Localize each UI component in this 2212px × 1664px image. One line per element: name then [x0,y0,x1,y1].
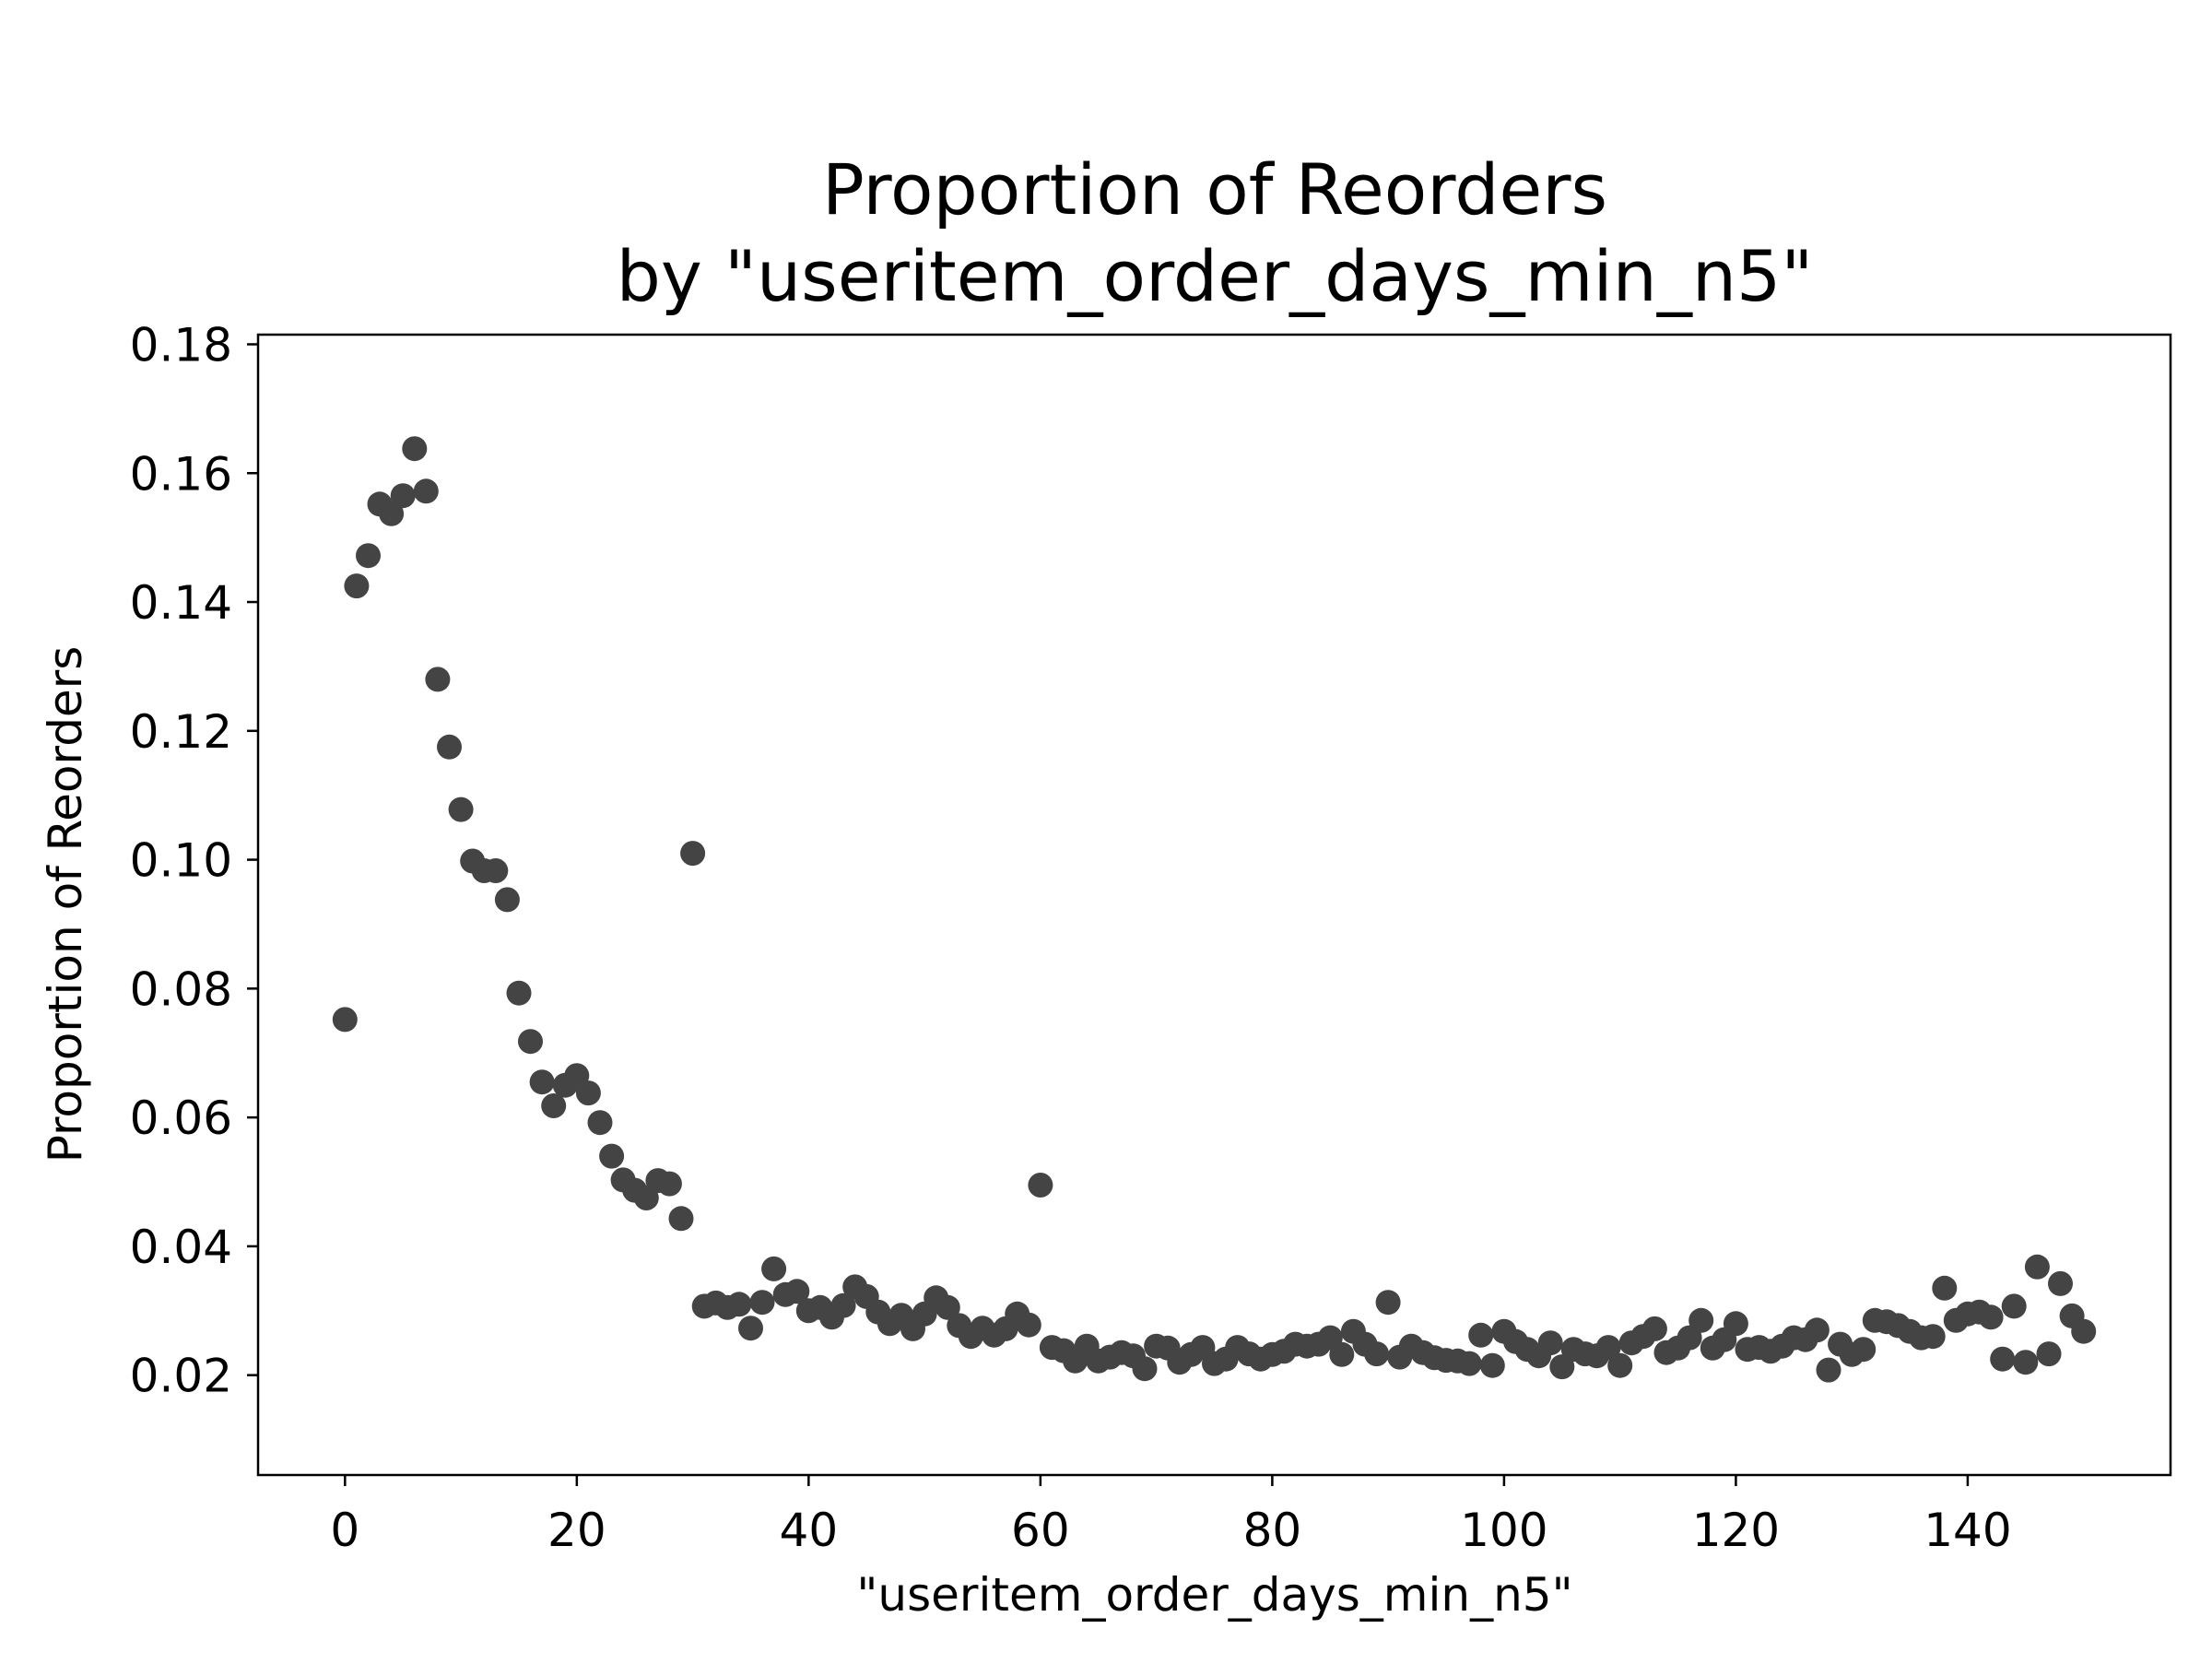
data-point [1641,1316,1667,1341]
data-point [749,1290,775,1316]
x-tick-label: 80 [1243,1504,1302,1557]
x-tick-label: 100 [1460,1504,1547,1557]
data-point [1375,1290,1401,1316]
y-tick-label: 0.18 [130,318,232,372]
x-tick-label: 20 [547,1504,606,1557]
x-tick-label: 120 [1692,1504,1780,1557]
data-point [425,667,451,692]
data-point [529,1069,555,1095]
data-point [402,436,428,462]
data-point [483,858,509,883]
data-point [413,478,439,504]
data-point [379,501,405,526]
y-tick-label: 0.16 [130,447,232,501]
x-tick-label: 0 [330,1504,359,1557]
y-tick-label: 0.14 [130,576,232,630]
data-point [518,1029,543,1055]
data-point [830,1292,856,1318]
data-point [1132,1356,1158,1382]
y-tick-label: 0.02 [130,1350,232,1403]
data-point [506,980,532,1006]
x-tick-label: 60 [1011,1504,1070,1557]
x-tick-label: 140 [1924,1504,2011,1557]
data-point [1804,1317,1830,1343]
data-point [1688,1307,1714,1333]
data-point [1028,1173,1053,1198]
data-point [1607,1352,1633,1378]
plot-frame [256,333,2172,1477]
y-tick-label: 0.10 [130,834,232,888]
data-point [1851,1337,1877,1363]
data-point [599,1143,625,1169]
data-point [2001,1293,2027,1319]
data-point [1920,1324,1946,1350]
data-point [494,887,520,913]
data-point [1723,1311,1748,1337]
data-point [356,543,381,569]
data-point [2071,1318,2097,1344]
data-point [656,1171,682,1197]
chart-title-line-2: by "useritem_order_days_min_n5" [617,235,1814,317]
data-point [2036,1341,2062,1367]
data-point [761,1256,787,1281]
data-point [1932,1275,1958,1301]
chart-title-line-1: Proportion of Reorders [822,148,1607,230]
data-point [1595,1335,1621,1361]
data-point [448,797,474,822]
data-point [390,483,416,509]
scatter-points [332,436,2097,1383]
data-point [1816,1357,1841,1383]
data-point [332,1007,358,1033]
data-point [2024,1254,2050,1280]
data-point [1329,1341,1355,1367]
data-point [680,841,706,867]
y-tick-label: 0.12 [130,705,232,759]
x-axis-label: "useritem_order_days_min_n5" [856,1568,1572,1622]
data-point [541,1093,567,1118]
x-axis-ticks: 0 20 40 60 80 100 120 140 [330,1475,2012,1557]
data-point [1479,1352,1505,1378]
data-point [784,1279,810,1304]
y-tick-label: 0.06 [130,1092,232,1145]
data-point [738,1316,763,1341]
x-tick-label: 40 [780,1504,839,1557]
data-point [935,1294,960,1320]
data-point [1364,1341,1390,1367]
data-point [1978,1304,2004,1330]
data-point [1990,1346,2016,1372]
data-point [668,1206,694,1232]
data-point [1016,1312,1041,1338]
y-axis-label: Proportion of Reorders [39,646,92,1163]
data-point [1456,1351,1482,1376]
data-point [726,1292,752,1317]
y-tick-label: 0.04 [130,1221,232,1274]
data-point [587,1110,613,1136]
y-tick-label: 0.08 [130,962,232,1016]
y-axis-ticks: 0.02 0.04 0.06 0.08 0.10 0.12 0.14 0.16 0.18 [130,318,258,1403]
data-point [2048,1270,2073,1296]
data-point [1468,1322,1494,1348]
data-point [2013,1350,2039,1375]
data-point [437,734,462,760]
data-point [575,1080,601,1106]
data-point [344,573,370,599]
data-point [1537,1330,1563,1356]
